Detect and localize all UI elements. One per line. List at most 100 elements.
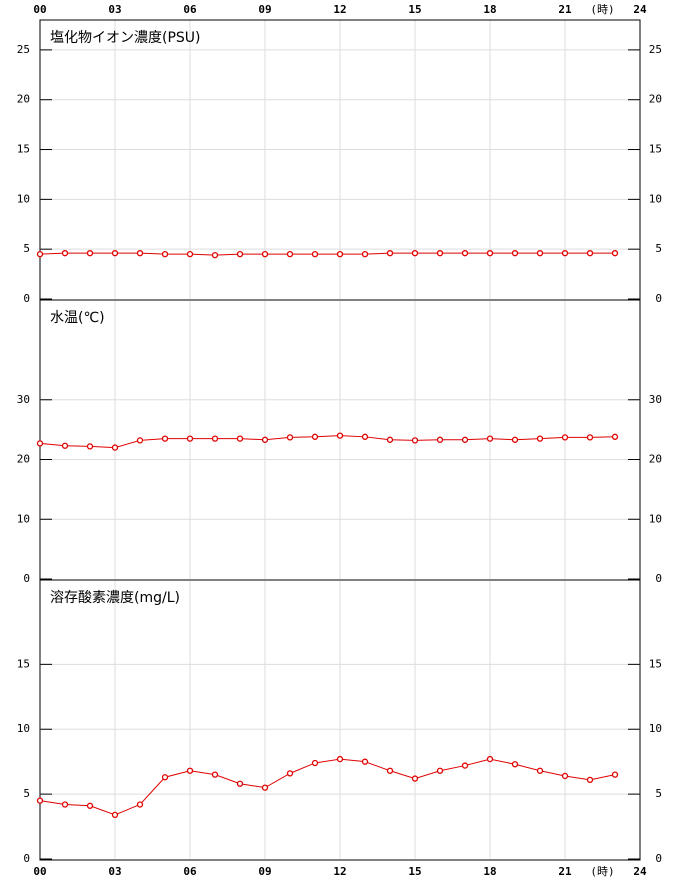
data-point: [186, 767, 194, 774]
data-point: [361, 433, 369, 440]
data-point: [136, 250, 144, 257]
y-tick-label: 5: [655, 787, 662, 800]
y-tick-label: 30: [17, 393, 30, 406]
x-tick-label: 18: [483, 3, 496, 16]
data-point: [386, 250, 394, 257]
y-tick-label: 25: [17, 43, 30, 56]
data-point: [211, 435, 219, 442]
x-tick-label: 00: [33, 3, 46, 16]
data-point: [411, 775, 419, 782]
x-tick-label: 12: [333, 865, 346, 878]
data-point: [536, 435, 544, 442]
data-point: [261, 436, 269, 443]
data-point: [611, 771, 619, 778]
data-point: [261, 251, 269, 258]
x-tick-label: 09: [258, 3, 271, 16]
panel-title: 水温(℃): [50, 310, 105, 326]
panel-title: 塩化物イオン濃度(PSU): [50, 30, 201, 46]
y-tick-label: 10: [649, 192, 662, 205]
y-tick-label: 15: [649, 657, 662, 670]
data-point: [336, 432, 344, 439]
y-tick-label: 20: [649, 93, 662, 106]
data-point: [336, 755, 344, 763]
data-point: [86, 802, 94, 809]
x-tick-label: 03: [108, 3, 121, 16]
x-axis-label: (時): [590, 865, 614, 878]
x-tick-label: 15: [408, 3, 421, 16]
data-point: [86, 443, 94, 450]
data-point: [436, 767, 444, 774]
x-tick-label: 09: [258, 865, 271, 878]
y-tick-label: 0: [23, 292, 30, 305]
data-point: [161, 435, 169, 442]
data-point: [136, 801, 144, 808]
y-tick-label: 5: [23, 787, 30, 800]
data-point: [261, 784, 269, 791]
data-point: [586, 434, 594, 441]
data-line: [39, 252, 615, 256]
x-axis-label: (時): [590, 3, 614, 16]
data-point: [486, 250, 494, 257]
data-point: [236, 251, 244, 258]
data-point: [536, 767, 544, 774]
data-point: [36, 440, 44, 447]
data-point: [236, 780, 244, 787]
data-point: [311, 251, 319, 258]
data-point: [86, 250, 94, 257]
plot-frame: [39, 19, 641, 861]
y-tick-label: 10: [649, 512, 662, 525]
y-tick-label: 10: [17, 192, 30, 205]
data-point: [386, 436, 394, 443]
data-point: [211, 771, 219, 778]
y-tick-label: 0: [23, 572, 30, 585]
data-point: [361, 758, 369, 765]
data-line: [39, 435, 616, 449]
data-point: [411, 250, 419, 257]
x-tick-label: 24: [633, 865, 647, 878]
data-point: [511, 250, 519, 257]
y-tick-label: 15: [17, 657, 30, 670]
data-point: [286, 251, 294, 258]
y-tick-label: 10: [649, 722, 662, 735]
y-tick-label: 15: [649, 143, 662, 156]
x-tick-label: 24: [633, 3, 647, 16]
y-tick-label: 20: [17, 93, 30, 106]
y-tick-label: 0: [655, 572, 662, 585]
x-tick-label: 12: [333, 3, 346, 16]
data-point: [411, 437, 419, 444]
data-point: [586, 776, 594, 783]
data-point: [461, 436, 469, 443]
x-tick-label: 06: [183, 3, 197, 16]
data-point: [161, 774, 169, 781]
data-point: [111, 444, 119, 451]
x-tick-label: 00: [33, 865, 46, 878]
y-tick-label: 20: [17, 453, 30, 466]
y-tick-label: 10: [17, 512, 30, 525]
data-point: [186, 435, 194, 442]
data-point: [561, 434, 569, 441]
data-point: [511, 761, 519, 768]
data-point: [611, 250, 619, 257]
data-point: [336, 251, 344, 258]
data-point: [611, 433, 619, 440]
data-point: [436, 436, 444, 443]
data-point: [311, 433, 319, 440]
data-point: [386, 767, 394, 774]
data-point: [461, 762, 469, 769]
data-point: [286, 770, 294, 777]
y-tick-label: 25: [649, 43, 662, 56]
data-point: [561, 772, 569, 780]
y-tick-label: 0: [655, 852, 662, 865]
y-tick-label: 5: [655, 242, 662, 255]
data-point: [586, 250, 594, 257]
data-point: [486, 755, 494, 763]
y-tick-label: 5: [23, 242, 30, 255]
x-tick-label: 06: [183, 865, 197, 878]
data-point: [136, 437, 144, 444]
data-point: [61, 250, 69, 257]
data-point: [236, 435, 244, 442]
data-point: [36, 251, 44, 258]
data-point: [536, 250, 544, 257]
x-tick-label: 21: [558, 865, 572, 878]
